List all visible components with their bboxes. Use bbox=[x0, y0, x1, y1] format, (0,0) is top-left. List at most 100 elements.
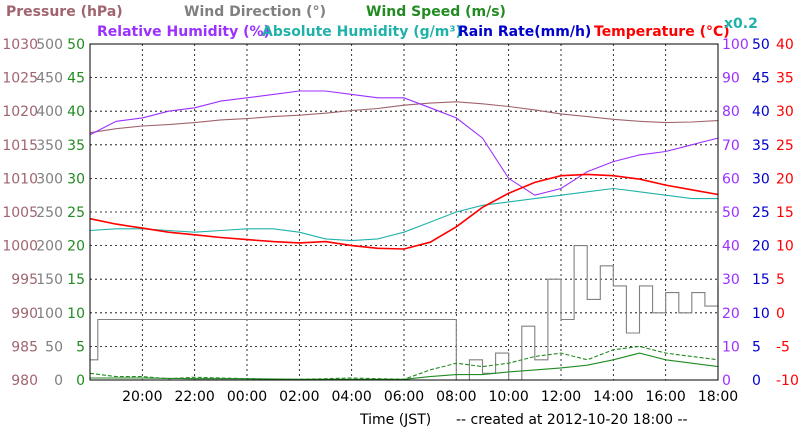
rain-rate-tick-label: 25 bbox=[752, 205, 770, 221]
header-wind-direction-label: Wind Direction (°) bbox=[184, 4, 326, 20]
wind-direction-tick-label: 250 bbox=[36, 205, 63, 221]
temperature-tick-label: -5 bbox=[776, 339, 790, 355]
x-tick-label: 06:00 bbox=[384, 389, 424, 405]
wind-speed-tick-label: 0 bbox=[76, 373, 85, 389]
relative-humidity-tick-label: 80 bbox=[722, 104, 740, 120]
relative-humidity-tick-label: 10 bbox=[722, 339, 740, 355]
temperature-series-line bbox=[89, 173, 719, 250]
rain-rate-tick-label: 10 bbox=[752, 306, 770, 322]
axis-tick-labels: 9809859909951000100510101015102010251030… bbox=[2, 37, 799, 389]
wind-direction-tick-label: 50 bbox=[45, 339, 63, 355]
header-pressure-label: Pressure (hPa) bbox=[6, 4, 123, 20]
wind-direction-tick-label: 500 bbox=[36, 37, 63, 53]
relative-humidity-tick-label: 90 bbox=[722, 71, 740, 87]
pressure-tick-label: 990 bbox=[11, 306, 38, 322]
x-tick-label: 16:00 bbox=[645, 389, 685, 405]
rain-rate-tick-label: 40 bbox=[752, 104, 770, 120]
plot-frame bbox=[89, 43, 719, 381]
pressure-tick-label: 1030 bbox=[2, 37, 38, 53]
rain-rate-tick-label: 30 bbox=[752, 171, 770, 187]
pressure-tick-label: 1020 bbox=[2, 104, 38, 120]
relative-humidity-tick-label: 20 bbox=[722, 306, 740, 322]
pressure-tick-label: 1005 bbox=[2, 205, 38, 221]
header-absolute-humidity-label: Absolute Humidity (g/m³) bbox=[262, 24, 462, 40]
pressure-tick-label: 1000 bbox=[2, 239, 38, 255]
absolute-humidity-series-line bbox=[89, 187, 718, 242]
temperature-tick-label: 20 bbox=[776, 171, 794, 187]
wind-direction-tick-label: 200 bbox=[36, 239, 63, 255]
header-relative-humidity-label: Relative Humidity (%) bbox=[97, 24, 270, 40]
relative-humidity-series-line bbox=[89, 90, 719, 196]
x-tick-label: 12:00 bbox=[541, 389, 581, 405]
temperature-tick-label: 0 bbox=[776, 306, 785, 322]
x-tick-label: 10:00 bbox=[488, 389, 528, 405]
header-multiplier-label: x0.2 bbox=[724, 16, 758, 32]
rain-rate-tick-label: 20 bbox=[752, 239, 770, 255]
wind-speed-tick-label: 40 bbox=[67, 104, 85, 120]
wind-speed-tick-label: 15 bbox=[67, 272, 85, 288]
x-tick-label: 08:00 bbox=[436, 389, 476, 405]
pressure-tick-label: 1015 bbox=[2, 138, 38, 154]
wind-direction-series-line bbox=[90, 245, 719, 381]
wind-speed-tick-label: 5 bbox=[76, 339, 85, 355]
temperature-tick-label: -10 bbox=[776, 373, 799, 389]
wind-speed-tick-label: 50 bbox=[67, 37, 85, 53]
x-tick-label: 00:00 bbox=[227, 389, 267, 405]
rain-rate-tick-label: 45 bbox=[752, 71, 770, 87]
relative-humidity-tick-label: 50 bbox=[722, 205, 740, 221]
pressure-tick-label: 995 bbox=[11, 272, 38, 288]
rain-rate-tick-label: 15 bbox=[752, 272, 770, 288]
temperature-tick-label: 15 bbox=[776, 205, 794, 221]
temperature-tick-label: 40 bbox=[776, 37, 794, 53]
wind-speed-tick-label: 10 bbox=[67, 306, 85, 322]
x-tick-label: 22:00 bbox=[174, 389, 214, 405]
rain-rate-tick-label: 50 bbox=[752, 37, 770, 53]
wind-direction-tick-label: 400 bbox=[36, 104, 63, 120]
wind-direction-tick-label: 300 bbox=[36, 171, 63, 187]
pressure-tick-label: 980 bbox=[11, 373, 38, 389]
relative-humidity-tick-label: 0 bbox=[722, 373, 731, 389]
pressure-tick-label: 1025 bbox=[2, 71, 38, 87]
x-tick-label: 02:00 bbox=[279, 389, 319, 405]
wind-direction-tick-label: 350 bbox=[36, 138, 63, 154]
wind-speed-tick-label: 35 bbox=[67, 138, 85, 154]
x-tick-label: 04:00 bbox=[331, 389, 371, 405]
temperature-tick-label: 5 bbox=[776, 272, 785, 288]
relative-humidity-tick-label: 30 bbox=[722, 272, 740, 288]
relative-humidity-tick-label: 60 bbox=[722, 171, 740, 187]
relative-humidity-tick-label: 100 bbox=[722, 37, 749, 53]
temperature-tick-label: 35 bbox=[776, 71, 794, 87]
rain-rate-tick-label: 35 bbox=[752, 138, 770, 154]
relative-humidity-tick-label: 40 bbox=[722, 239, 740, 255]
wind-speed-mean-series-line bbox=[90, 352, 719, 380]
header-wind-speed-label: Wind Speed (m/s) bbox=[366, 4, 506, 20]
wind-speed-tick-label: 45 bbox=[67, 71, 85, 87]
pressure-tick-label: 1010 bbox=[2, 171, 38, 187]
x-tick-label: 14:00 bbox=[593, 389, 633, 405]
wind-speed-tick-label: 20 bbox=[67, 239, 85, 255]
temperature-tick-label: 30 bbox=[776, 104, 794, 120]
wind-speed-tick-label: 30 bbox=[67, 171, 85, 187]
wind-direction-tick-label: 150 bbox=[36, 272, 63, 288]
header-rain-rate-label: Rain Rate(mm/h) bbox=[458, 24, 591, 40]
rain-rate-tick-label: 0 bbox=[752, 373, 761, 389]
pressure-tick-label: 985 bbox=[11, 339, 38, 355]
temperature-tick-label: 10 bbox=[776, 239, 794, 255]
wind-direction-tick-label: 0 bbox=[54, 373, 63, 389]
header-temperature-label: Temperature (°C) bbox=[594, 24, 730, 40]
x-tick-label: 20:00 bbox=[122, 389, 162, 405]
series-layer bbox=[89, 90, 719, 381]
relative-humidity-tick-label: 70 bbox=[722, 138, 740, 154]
wind-direction-tick-label: 100 bbox=[36, 306, 63, 322]
plot-grid bbox=[90, 44, 718, 380]
wind-speed-tick-label: 25 bbox=[67, 205, 85, 221]
wind-direction-tick-label: 450 bbox=[36, 71, 63, 87]
rain-rate-tick-label: 5 bbox=[752, 339, 761, 355]
created-timestamp: -- created at 2012-10-20 18:00 -- bbox=[456, 412, 688, 428]
x-tick-labels: 20:00 22:00 00:00 02:00 04:00 06:00 08:00 10:00… bbox=[122, 389, 738, 405]
pressure-series-line bbox=[89, 101, 719, 134]
x-axis-label: Time (JST) bbox=[359, 412, 431, 428]
x-tick-label: 18:00 bbox=[698, 389, 738, 405]
temperature-tick-label: 25 bbox=[776, 138, 794, 154]
